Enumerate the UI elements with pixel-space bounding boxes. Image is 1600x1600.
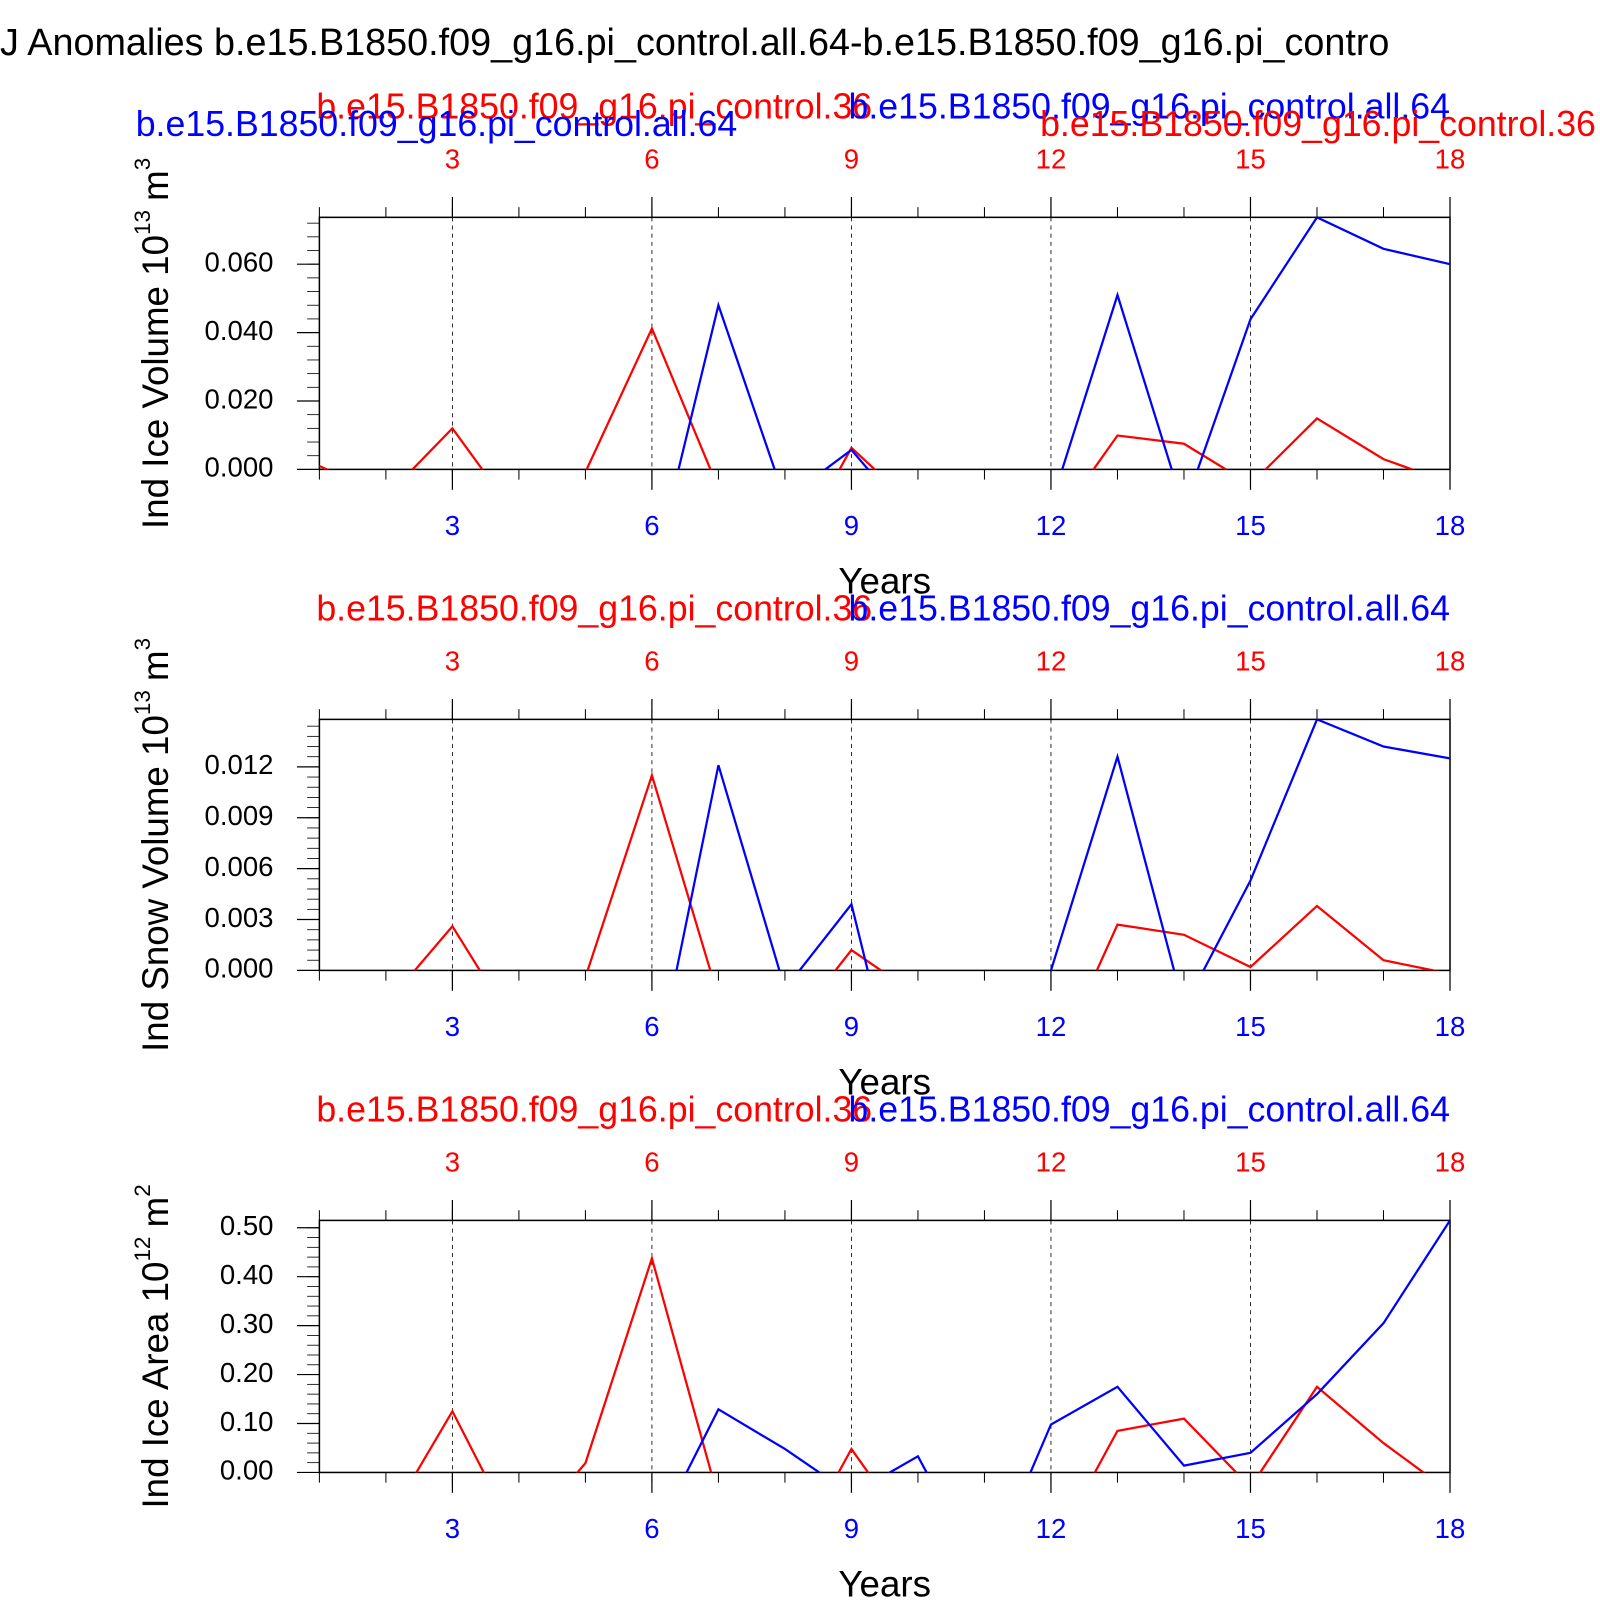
y-axis-label-text: Ind Ice Area 10: [135, 1262, 176, 1509]
data-line: [685, 1220, 1450, 1473]
x-tick-label: 9: [844, 1011, 859, 1042]
x-tick-label: 15: [1235, 1011, 1266, 1042]
data-line: [677, 217, 1450, 470]
y-tick-label: 0.00: [220, 1455, 274, 1486]
x-tick-label: 18: [1435, 1011, 1466, 1042]
x-tick-label: 3: [445, 510, 460, 541]
x-axis-label: Years: [838, 1563, 931, 1600]
x2-tick-label: 12: [1036, 1147, 1067, 1178]
panel: 3 3 6 6 9 9 12 12 15 15 18 18 0.000 0.020 0.040 0.060 b.…: [130, 87, 1596, 602]
y-axis-label-unit: m: [135, 650, 176, 681]
y-tick-label: 0.20: [220, 1357, 274, 1388]
y-axis-label-unit: m: [135, 170, 176, 201]
y-axis-label-unit: m: [135, 1197, 176, 1228]
data-line: [319, 325, 1416, 470]
y-tick-label: 0.10: [220, 1406, 274, 1437]
y-tick-label: 0.012: [205, 749, 274, 780]
series-label: b.e15.B1850.f09_g16.pi_control.all.64: [849, 1090, 1450, 1130]
y-axis-label-exp: 12: [130, 1237, 155, 1262]
chart-title: J Anomalies b.e15.B1850.f09_g16.pi_contr…: [0, 21, 1389, 63]
y-tick-label: 0.006: [205, 851, 274, 882]
x-axis-label: Years: [838, 560, 931, 601]
x2-tick-label: 12: [1036, 646, 1067, 677]
y-axis-label-text: Ind Ice Volume 10: [135, 235, 176, 529]
y-tick-label: 0.40: [220, 1259, 274, 1290]
series-label: b.e15.B1850.f09_g16.pi_control.36: [316, 87, 872, 127]
x2-tick-label: 18: [1435, 144, 1466, 175]
x-tick-label: 3: [445, 1513, 460, 1544]
x2-tick-label: 9: [844, 646, 859, 677]
x2-tick-label: 6: [644, 646, 659, 677]
series-label: b.e15.B1850.f09_g16.pi_control.all.64: [849, 87, 1450, 127]
x2-tick-label: 18: [1435, 646, 1466, 677]
x-tick-label: 15: [1235, 510, 1266, 541]
y-axis-label-exp: 13: [130, 690, 155, 715]
x2-tick-label: 3: [445, 144, 460, 175]
y-tick-label: 0.060: [205, 246, 274, 277]
y-tick-label: 0.000: [205, 953, 274, 984]
x-tick-label: 6: [644, 510, 659, 541]
plot-frame: [318, 718, 1451, 972]
y-tick-label: 0.30: [220, 1308, 274, 1339]
y-tick-label: 0.009: [205, 800, 274, 831]
y-axis-label: Ind Snow Volume 1013 m3: [130, 638, 176, 1052]
y-tick-label: 0.040: [205, 315, 274, 346]
x2-tick-label: 15: [1235, 144, 1266, 175]
x-tick-label: 12: [1036, 1513, 1067, 1544]
x-tick-label: 15: [1235, 1513, 1266, 1544]
y-axis-label: Ind Ice Volume 1013 m3: [130, 158, 176, 529]
x2-tick-label: 9: [844, 1147, 859, 1178]
y-tick-label: 0.50: [220, 1210, 274, 1241]
data-line: [675, 719, 1450, 971]
x2-tick-label: 15: [1235, 646, 1266, 677]
x2-tick-label: 6: [644, 144, 659, 175]
x2-tick-label: 18: [1435, 1147, 1466, 1178]
x2-tick-label: 12: [1036, 144, 1067, 175]
series-label: b.e15.B1850.f09_g16.pi_control.all.64: [849, 589, 1450, 629]
x-tick-label: 9: [844, 1513, 859, 1544]
y-tick-label: 0.003: [205, 902, 274, 933]
y-axis-label-unit-exp: 3: [130, 638, 155, 650]
plot-frame: [318, 1219, 1451, 1474]
series-label: b.e15.B1850.f09_g16.pi_control.36: [316, 589, 872, 629]
series-label: b.e15.B1850.f09_g16.pi_control.all.64: [136, 104, 737, 144]
y-axis-label: Ind Ice Area 1012 m2: [130, 1184, 176, 1508]
x-tick-label: 18: [1435, 1513, 1466, 1544]
series-label: b.e15.B1850.f09_g16.pi_control.36: [316, 1090, 872, 1130]
x-tick-label: 18: [1435, 510, 1466, 541]
y-axis-label-exp: 13: [130, 210, 155, 235]
x-tick-label: 6: [644, 1011, 659, 1042]
x2-tick-label: 15: [1235, 1147, 1266, 1178]
x2-tick-label: 9: [844, 144, 859, 175]
y-axis-label-unit-exp: 3: [130, 158, 155, 170]
x-tick-label: 12: [1036, 1011, 1067, 1042]
y-axis-label-unit-exp: 2: [130, 1184, 155, 1196]
plot-frame: [318, 216, 1451, 471]
data-line: [413, 771, 1440, 971]
data-line: [415, 1254, 1426, 1473]
panel: 3 3 6 6 9 9 12 12 15 15 18 18 0.000 0.003 0.006 0.009 0.…: [130, 589, 1466, 1103]
x2-tick-label: 3: [445, 1147, 460, 1178]
x-axis-label: Years: [838, 1061, 931, 1102]
x-tick-label: 9: [844, 510, 859, 541]
x-tick-label: 6: [644, 1513, 659, 1544]
y-tick-label: 0.020: [205, 383, 274, 414]
panel: 3 3 6 6 9 9 12 12 15 15 18 18 0.00 0.10 0.20 0.30 0.40 0.…: [130, 1090, 1466, 1600]
x-tick-label: 3: [445, 1011, 460, 1042]
y-tick-label: 0.000: [205, 452, 274, 483]
series-label: b.e15.B1850.f09_g16.pi_control.36: [1040, 104, 1596, 144]
x-tick-label: 12: [1036, 510, 1067, 541]
x2-tick-label: 6: [644, 1147, 659, 1178]
y-axis-label-text: Ind Snow Volume 10: [135, 715, 176, 1052]
x2-tick-label: 3: [445, 646, 460, 677]
